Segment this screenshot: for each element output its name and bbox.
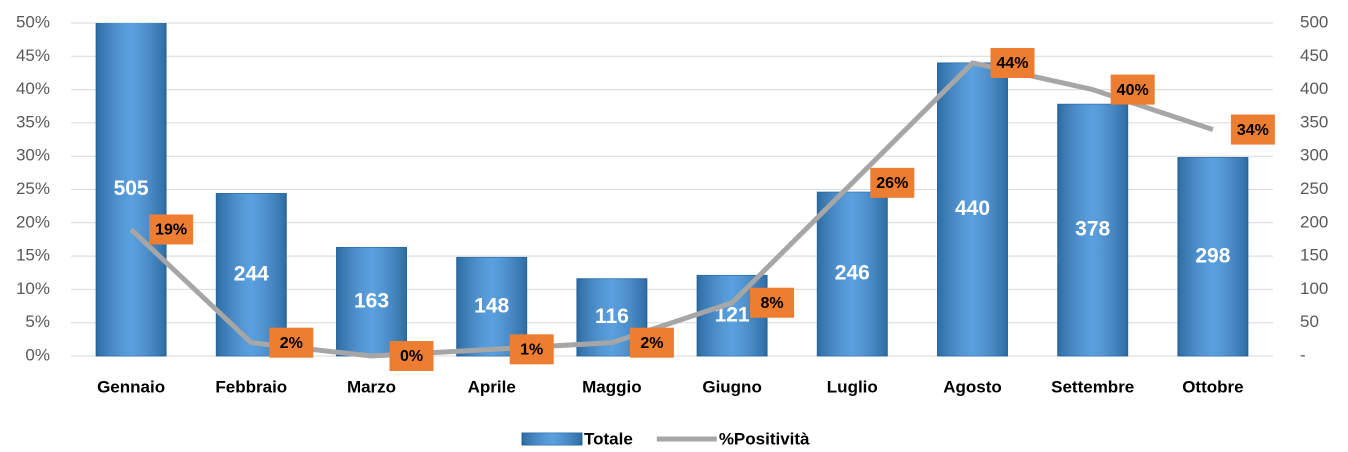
bar-shade <box>817 192 888 356</box>
y2-tick-label: 150 <box>1300 246 1328 265</box>
bar-label: 163 <box>354 289 389 312</box>
y2-tick-label: - <box>1300 345 1306 364</box>
legend-swatch-shade <box>522 433 582 445</box>
data-label: 40% <box>1117 82 1149 99</box>
data-label: 2% <box>640 335 663 352</box>
bar-label: 246 <box>835 262 870 285</box>
x-tick-label: Ottobre <box>1182 377 1243 396</box>
y2-tick-label: 500 <box>1300 12 1328 31</box>
data-label-box <box>629 327 674 358</box>
y-tick-label: 30% <box>16 146 50 165</box>
x-tick-label: Marzo <box>347 377 396 396</box>
bar-shade <box>1177 157 1248 356</box>
y-tick-label: 50% <box>16 12 50 31</box>
bar-label: 505 <box>114 177 149 200</box>
y-tick-label: 0% <box>25 345 50 364</box>
bars <box>95 23 1249 357</box>
y-tick-label: 20% <box>16 212 50 231</box>
data-label: 0% <box>400 348 423 365</box>
data-label: 8% <box>761 295 784 312</box>
data-label-box <box>1110 74 1155 105</box>
y2-tick-label: 350 <box>1300 112 1328 131</box>
y-tick-label: 25% <box>16 179 50 198</box>
data-label-box <box>750 287 795 318</box>
y2-tick-label: 100 <box>1300 279 1328 298</box>
y-tick-label: 40% <box>16 79 50 98</box>
y2-tick-label: 50 <box>1300 312 1319 331</box>
bar-label: 244 <box>234 262 269 285</box>
x-tick-label: Settembre <box>1051 377 1134 396</box>
y-tick-label: 35% <box>16 112 50 131</box>
x-tick-label: Gennaio <box>97 377 165 396</box>
x-tick-label: Luglio <box>827 377 878 396</box>
data-label: 26% <box>876 175 908 192</box>
data-label-box <box>269 327 314 358</box>
data-label-box <box>990 47 1035 78</box>
data-label: 1% <box>520 342 543 359</box>
y-tick-label: 5% <box>25 312 50 331</box>
bar-shade <box>336 247 407 356</box>
y-tick-label: 10% <box>16 279 50 298</box>
x-tick-label: Giugno <box>702 377 761 396</box>
data-label-box <box>509 334 554 365</box>
data-label-box <box>870 167 915 198</box>
bar-label: 378 <box>1075 218 1110 241</box>
bar-label: 440 <box>955 197 990 220</box>
y2-tick-label: 450 <box>1300 46 1328 65</box>
y2-tick-label: 300 <box>1300 146 1328 165</box>
bar-label: 116 <box>595 305 629 328</box>
y-tick-label: 45% <box>16 46 50 65</box>
data-label: 2% <box>280 335 303 352</box>
data-label-box <box>389 341 434 371</box>
bar-shade <box>937 62 1008 357</box>
data-label: 19% <box>155 222 187 239</box>
bar-label: 121 <box>715 303 750 326</box>
line <box>129 60 1214 359</box>
y-tick-label: 15% <box>16 246 50 265</box>
bar-label: 298 <box>1195 244 1230 267</box>
legend-label: Totale <box>584 429 633 448</box>
x-tick-label: Agosto <box>943 377 1002 396</box>
bar-label: 148 <box>474 294 509 317</box>
data-label: 34% <box>1237 122 1269 139</box>
y2-tick-label: 250 <box>1300 179 1328 198</box>
legend-label: %Positività <box>719 429 810 448</box>
data-label-box <box>149 214 194 245</box>
x-tick-label: Febbraio <box>215 377 287 396</box>
x-tick-label: Maggio <box>582 377 642 396</box>
bar-shade <box>1057 104 1128 356</box>
y2-tick-label: 200 <box>1300 212 1328 231</box>
y2-tick-label: 400 <box>1300 79 1328 98</box>
bar-shade <box>96 23 167 356</box>
foreground: 0% 5% 10% 15% 20% 25% 30% 35% 40% 45% 50% - 50 100 150… <box>16 12 1328 448</box>
x-tick-label: Aprile <box>468 377 516 396</box>
data-label: 44% <box>996 55 1028 72</box>
data-label-box <box>1230 114 1275 145</box>
